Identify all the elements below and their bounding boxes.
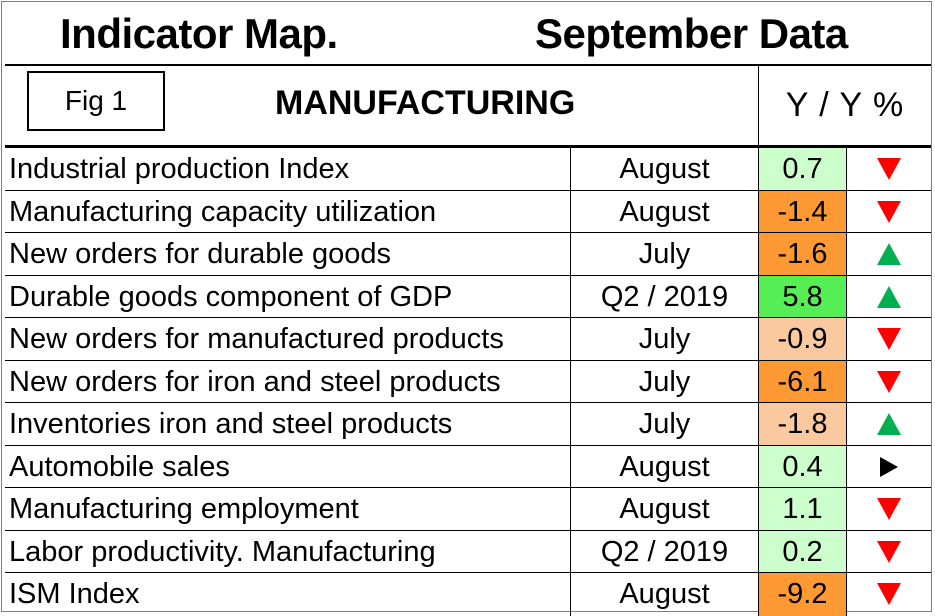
indicator-name: Automobile sales [5, 445, 571, 487]
trend-cell [847, 191, 931, 233]
trend-cell [847, 361, 931, 403]
indicator-period: August [571, 190, 759, 232]
yoy-value: -9.2 [759, 573, 847, 616]
indicator-name: Durable goods component of GDP [5, 275, 571, 317]
yoy-value: -1.4 [759, 190, 847, 232]
indicator-name: Labor productivity. Manufacturing [5, 530, 571, 572]
page-title: Indicator Map. [60, 10, 338, 57]
indicator-table: Industrial production Index August 0.7 Manu… [5, 148, 931, 616]
table-row: Durable goods component of GDP Q2 / 2019 5… [5, 275, 931, 318]
indicator-period: July [571, 360, 759, 402]
title-row: Indicator Map. September Data [2, 2, 933, 64]
arrow-up-icon [877, 243, 901, 266]
table-row: ISM Index August -9.2 [5, 573, 931, 616]
indicator-period: July [571, 233, 759, 275]
arrow-down-icon [877, 498, 901, 521]
trend-cell [847, 148, 931, 190]
yoy-value: -1.8 [759, 403, 847, 445]
data-period-title: September Data [535, 10, 848, 57]
indicator-period: Q2 / 2019 [571, 275, 759, 317]
trend-cell [847, 446, 931, 488]
indicator-name: Inventories iron and steel products [5, 403, 571, 445]
table-header: Fig 1 MANUFACTURING Y / Y % [5, 64, 931, 148]
table-row: New orders for durable goods July -1.6 [5, 233, 931, 276]
trend-cell [847, 276, 931, 318]
yoy-value: -1.6 [759, 233, 847, 275]
trend-cell [847, 531, 931, 573]
table-row: Industrial production Index August 0.7 [5, 148, 931, 191]
yoy-value: 0.4 [759, 445, 847, 487]
yoy-value: 0.2 [759, 530, 847, 572]
indicator-period: August [571, 573, 759, 616]
section-title: MANUFACTURING [275, 84, 576, 122]
yoy-value: 5.8 [759, 275, 847, 317]
yoy-value: 0.7 [759, 148, 847, 190]
indicator-name: ISM Index [5, 573, 571, 616]
indicator-name: Industrial production Index [5, 148, 571, 190]
arrow-down-icon [877, 583, 901, 606]
indicator-period: July [571, 403, 759, 445]
indicator-period: August [571, 488, 759, 530]
indicator-period: August [571, 445, 759, 487]
yoy-value: -6.1 [759, 360, 847, 402]
trend-cell [847, 573, 931, 616]
indicator-period: August [571, 148, 759, 190]
indicator-name: Manufacturing capacity utilization [5, 190, 571, 232]
yoy-value: 1.1 [759, 488, 847, 530]
indicator-name: New orders for iron and steel products [5, 360, 571, 402]
table-row: Manufacturing capacity utilization August… [5, 190, 931, 233]
table-row: Automobile sales August 0.4 [5, 445, 931, 488]
figure-label: Fig 1 [27, 71, 165, 131]
indicator-period: Q2 / 2019 [571, 530, 759, 572]
trend-cell [847, 318, 931, 360]
arrow-down-icon [877, 328, 901, 351]
arrow-up-icon [877, 285, 901, 308]
arrow-down-icon [877, 200, 901, 223]
table-row: New orders for iron and steel products Ju… [5, 360, 931, 403]
arrow-down-icon [877, 540, 901, 563]
indicator-period: July [571, 318, 759, 360]
arrow-right-icon [880, 456, 898, 477]
indicator-name: New orders for durable goods [5, 233, 571, 275]
indicator-name: Manufacturing employment [5, 488, 571, 530]
arrow-down-icon [877, 158, 901, 181]
table-row: Labor productivity. Manufacturing Q2 / 20… [5, 530, 931, 573]
trend-cell [847, 233, 931, 275]
indicator-name: New orders for manufactured products [5, 318, 571, 360]
yoy-value: -0.9 [759, 318, 847, 360]
table-row: New orders for manufactured products July… [5, 318, 931, 361]
yoy-column-header: Y / Y % [758, 66, 931, 145]
arrow-up-icon [877, 413, 901, 436]
trend-cell [847, 488, 931, 530]
table-row: Manufacturing employment August 1.1 [5, 488, 931, 531]
trend-cell [847, 403, 931, 445]
table-row: Inventories iron and steel products July -… [5, 403, 931, 446]
arrow-down-icon [877, 370, 901, 393]
